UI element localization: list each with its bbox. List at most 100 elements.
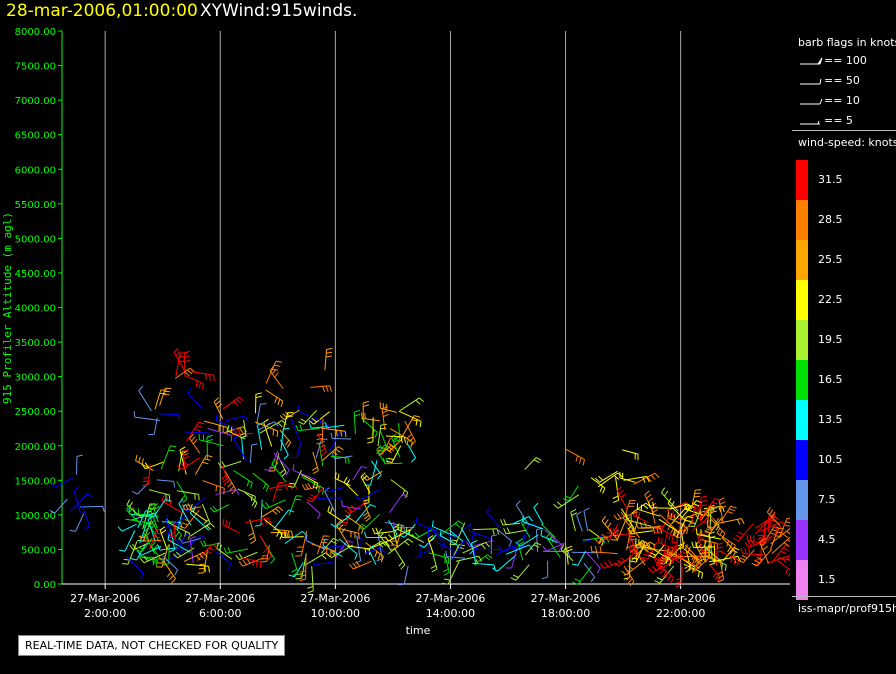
wind-barb (295, 531, 308, 557)
wind-barb (689, 553, 715, 572)
wind-barb (295, 424, 320, 432)
wind-barb (740, 547, 764, 556)
wind-barb (704, 518, 719, 534)
wind-barb (217, 460, 242, 469)
wind-barb (590, 477, 606, 494)
wind-barb (174, 367, 195, 379)
wind-barb (778, 517, 790, 538)
colorbar-swatch (796, 360, 808, 400)
wind-barb (759, 521, 786, 533)
wind-barb (301, 473, 319, 490)
wind-barb (159, 387, 172, 406)
wind-barb (299, 555, 307, 582)
wind-barb (439, 520, 464, 536)
wind-barb (692, 515, 715, 531)
wind-barb (469, 525, 492, 540)
wind-barb (73, 486, 81, 514)
wind-barb (179, 509, 200, 529)
wind-barb (642, 542, 658, 560)
wind-barb (406, 442, 417, 463)
x-tick-label-date: 27-Mar-2006 (415, 592, 485, 605)
wind-barb (684, 544, 701, 567)
colorbar-swatch (796, 400, 808, 440)
wind-barb (667, 551, 688, 566)
wind-barb (222, 396, 245, 410)
wind-barb (301, 482, 322, 491)
wind-barb (517, 538, 524, 561)
wind-barb (696, 528, 721, 540)
wind-barb (252, 472, 270, 492)
x-tick-label-date: 27-Mar-2006 (185, 592, 255, 605)
wind-barb (310, 385, 333, 393)
wind-barb (259, 535, 273, 561)
wind-barb (636, 503, 660, 517)
wind-barb (472, 562, 496, 571)
barb-symbol-icon (800, 57, 823, 65)
wind-barb (336, 527, 360, 540)
x-tick-label-time: 2:00:00 (84, 607, 126, 620)
wind-barb (423, 527, 430, 554)
wind-barb (675, 566, 683, 588)
wind-barb (125, 518, 150, 529)
wind-barb (265, 389, 284, 408)
wind-barb (335, 540, 354, 558)
wind-barb (355, 489, 381, 501)
wind-barb (279, 409, 300, 421)
barb-flag-row: == 100 (798, 54, 867, 68)
wind-barb (190, 522, 215, 537)
wind-barb (202, 480, 225, 495)
wind-barb (133, 411, 160, 421)
wind-barb (490, 534, 498, 555)
wind-barb (175, 352, 187, 377)
title-date: 28-mar-2006,01:00:00 (6, 1, 198, 21)
colorbar-label: 31.5 (818, 173, 843, 186)
wind-barb (619, 471, 636, 483)
wind-barb (151, 541, 164, 563)
wind-barb (544, 529, 563, 551)
wind-barb (486, 507, 500, 528)
y-axis-label: 915 Profiler Altitude (m agl) (1, 212, 14, 404)
wind-barb (312, 451, 319, 475)
x-axis-label: time (406, 624, 431, 637)
wind-barb (149, 502, 158, 529)
wind-barb (330, 432, 352, 440)
wind-barb (585, 551, 601, 574)
wind-barb (344, 500, 368, 515)
wind-barb (769, 527, 785, 550)
wind-barb (248, 519, 257, 545)
wind-barb (427, 535, 435, 555)
barb-symbol-icon (800, 120, 820, 125)
wind-barb (657, 536, 677, 551)
wind-barb (656, 526, 674, 542)
wind-barb (237, 488, 256, 503)
x-tick-label-date: 27-Mar-2006 (646, 592, 716, 605)
wind-barb (119, 530, 136, 552)
wind-barb (154, 499, 172, 515)
wind-barb (683, 563, 704, 579)
wind-barb (777, 557, 790, 561)
wind-barb (185, 534, 207, 549)
wind-barb (215, 551, 232, 570)
wind-barb (239, 556, 262, 569)
wind-barb (155, 544, 169, 568)
wind-barb (49, 498, 68, 514)
y-tick-label: 3000.00 (15, 373, 56, 384)
wind-barb (148, 489, 171, 502)
wind-barb (257, 421, 279, 431)
wind-barb (183, 551, 208, 563)
wind-barb (138, 385, 152, 412)
wind-barb (182, 449, 190, 471)
y-tick-label: 3500.00 (15, 338, 56, 349)
wind-barb (200, 540, 220, 547)
wind-barb (474, 543, 500, 550)
wind-barb (79, 505, 105, 513)
chart-title: XYWind:915winds. (200, 1, 358, 21)
wind-barb (566, 545, 573, 565)
wind-barb (330, 514, 351, 528)
y-tick-label: 0.00 (34, 580, 56, 591)
wind-barb (439, 529, 459, 547)
wind-barb (398, 565, 409, 586)
wind-barb (496, 528, 513, 547)
wind-barb (648, 543, 666, 559)
wind-barb (398, 410, 422, 428)
